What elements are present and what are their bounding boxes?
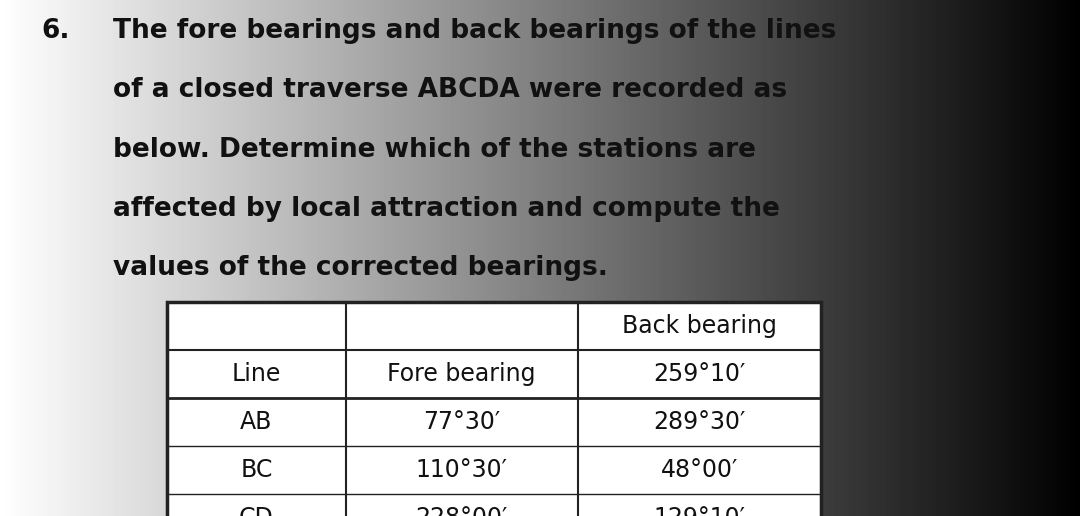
Text: 6.: 6. [41, 18, 69, 44]
Bar [346, 446, 578, 494]
Text: CD: CD [239, 506, 274, 516]
Text: 48°00′: 48°00′ [661, 458, 738, 482]
Bar [346, 398, 578, 446]
Bar [346, 494, 578, 516]
Text: 289°30′: 289°30′ [653, 410, 745, 434]
Text: affected by local attraction and compute the: affected by local attraction and compute… [113, 196, 780, 222]
Bar [578, 494, 821, 516]
Bar [167, 494, 346, 516]
Bar [346, 302, 578, 350]
Text: below. Determine which of the stations are: below. Determine which of the stations a… [113, 137, 756, 163]
Bar [167, 302, 821, 516]
Bar [167, 350, 346, 398]
Text: values of the corrected bearings.: values of the corrected bearings. [113, 255, 608, 281]
Bar [578, 350, 821, 398]
Text: 228°00′: 228°00′ [416, 506, 508, 516]
Text: 259°10′: 259°10′ [653, 362, 745, 386]
Bar [167, 398, 346, 446]
Bar [167, 302, 346, 350]
Text: BC: BC [241, 458, 272, 482]
Bar [346, 350, 578, 398]
Bar [167, 446, 346, 494]
Text: Fore bearing: Fore bearing [388, 362, 536, 386]
Text: 77°30′: 77°30′ [423, 410, 500, 434]
Text: Line: Line [232, 362, 281, 386]
Text: The fore bearings and back bearings of the lines: The fore bearings and back bearings of t… [113, 18, 837, 44]
Text: AB: AB [241, 410, 272, 434]
Text: 129°10′: 129°10′ [653, 506, 745, 516]
Bar [578, 446, 821, 494]
Text: of a closed traverse ABCDA were recorded as: of a closed traverse ABCDA were recorded… [113, 77, 787, 103]
Text: 110°30′: 110°30′ [416, 458, 508, 482]
Text: Back bearing: Back bearing [622, 314, 777, 338]
Bar [578, 398, 821, 446]
Bar [578, 302, 821, 350]
